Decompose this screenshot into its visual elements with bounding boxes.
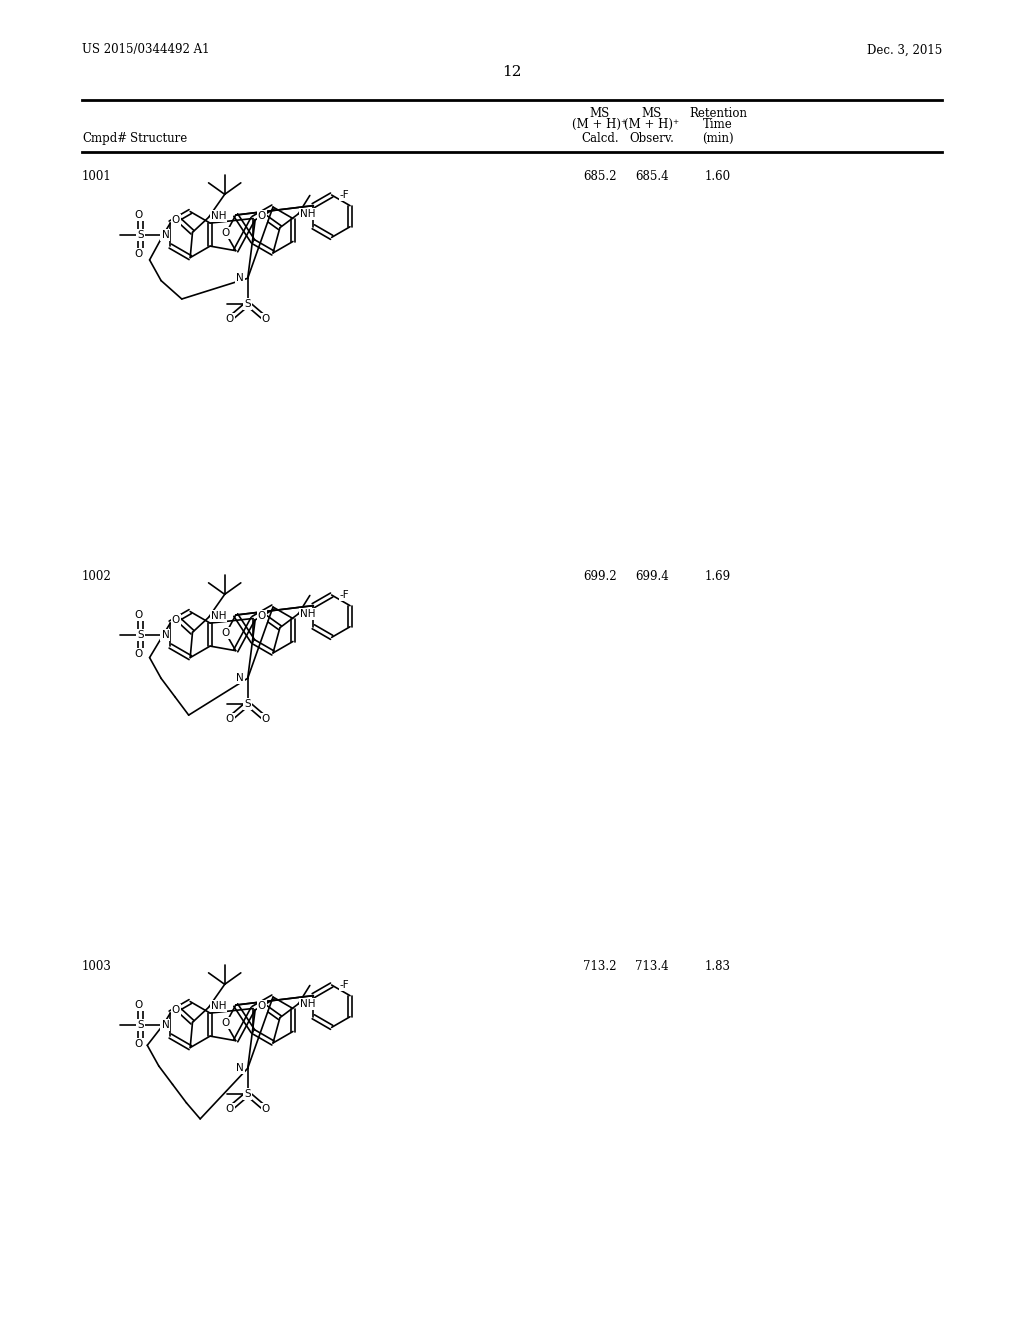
Text: NH: NH — [211, 1002, 226, 1011]
Text: S: S — [245, 298, 251, 309]
Text: 699.4: 699.4 — [635, 570, 669, 583]
Text: N: N — [162, 630, 169, 640]
Text: Time: Time — [703, 117, 733, 131]
Text: Observ.: Observ. — [630, 132, 675, 145]
Text: O: O — [172, 215, 180, 224]
Text: -F: -F — [340, 190, 349, 201]
Text: O: O — [262, 1105, 270, 1114]
Text: O: O — [225, 714, 233, 725]
Text: O: O — [134, 610, 142, 620]
Text: NH: NH — [300, 999, 315, 1008]
Text: 1001: 1001 — [82, 170, 112, 183]
Text: 685.4: 685.4 — [635, 170, 669, 183]
Text: N: N — [162, 230, 169, 240]
Text: Structure: Structure — [130, 132, 187, 145]
Text: O: O — [172, 1005, 180, 1015]
Text: O: O — [225, 314, 233, 325]
Text: NH: NH — [300, 209, 315, 219]
Text: O: O — [222, 628, 230, 639]
Text: O: O — [222, 228, 230, 239]
Text: MS: MS — [590, 107, 610, 120]
Text: N: N — [162, 1019, 169, 1030]
Text: O: O — [134, 1039, 142, 1049]
Text: 1003: 1003 — [82, 960, 112, 973]
Text: O: O — [262, 314, 270, 325]
Text: O: O — [134, 649, 142, 659]
Text: (min): (min) — [702, 132, 734, 145]
Text: 1.83: 1.83 — [705, 960, 731, 973]
Text: 713.2: 713.2 — [584, 960, 616, 973]
Text: (M + H)⁺: (M + H)⁺ — [572, 117, 628, 131]
Text: 713.4: 713.4 — [635, 960, 669, 973]
Text: N: N — [236, 273, 244, 284]
Text: S: S — [245, 698, 251, 709]
Text: NH: NH — [211, 611, 226, 622]
Text: O: O — [258, 211, 266, 222]
Text: S: S — [245, 1089, 251, 1098]
Text: US 2015/0344492 A1: US 2015/0344492 A1 — [82, 44, 210, 57]
Text: O: O — [258, 1001, 266, 1011]
Text: S: S — [137, 230, 143, 240]
Text: O: O — [262, 714, 270, 725]
Text: O: O — [225, 1105, 233, 1114]
Text: S: S — [137, 630, 143, 640]
Text: Retention: Retention — [689, 107, 746, 120]
Text: O: O — [258, 611, 266, 622]
Text: 685.2: 685.2 — [584, 170, 616, 183]
Text: 699.2: 699.2 — [584, 570, 616, 583]
Text: Calcd.: Calcd. — [582, 132, 618, 145]
Text: 1.60: 1.60 — [705, 170, 731, 183]
Text: 12: 12 — [502, 65, 522, 79]
Text: (M + H)⁺: (M + H)⁺ — [625, 117, 680, 131]
Text: O: O — [134, 1001, 142, 1010]
Text: NH: NH — [300, 609, 315, 619]
Text: 1.69: 1.69 — [705, 570, 731, 583]
Text: O: O — [222, 1019, 230, 1028]
Text: -F: -F — [340, 590, 349, 601]
Text: N: N — [236, 673, 244, 684]
Text: 1002: 1002 — [82, 570, 112, 583]
Text: MS: MS — [642, 107, 663, 120]
Text: -F: -F — [340, 979, 349, 990]
Text: O: O — [134, 249, 142, 259]
Text: Cmpd#: Cmpd# — [82, 132, 127, 145]
Text: Dec. 3, 2015: Dec. 3, 2015 — [866, 44, 942, 57]
Text: S: S — [137, 1019, 143, 1030]
Text: N: N — [236, 1064, 244, 1073]
Text: O: O — [172, 615, 180, 624]
Text: O: O — [134, 210, 142, 220]
Text: NH: NH — [211, 211, 226, 222]
